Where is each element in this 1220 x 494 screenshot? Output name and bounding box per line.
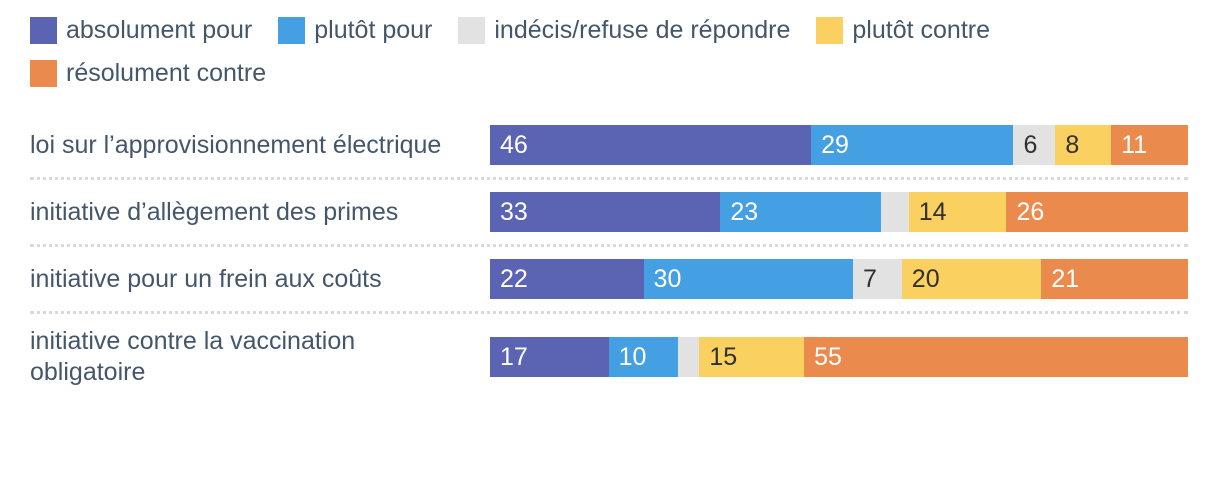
chart-row: initiative pour un frein aux coûts 22 30 7 2…	[30, 247, 1188, 314]
legend-item: indécis/refuse de répondre	[458, 16, 790, 44]
value-label: 33	[500, 197, 528, 226]
bar-segment: 21	[1041, 259, 1188, 299]
value-label: 17	[500, 342, 528, 371]
bar-segment	[880, 192, 909, 232]
bar-segment: 6	[1013, 125, 1056, 165]
value-label: 10	[618, 342, 647, 371]
chart-rows: loi sur l’approvisionnement électrique 46…	[30, 113, 1188, 400]
value-label: 30	[653, 264, 682, 293]
stacked-bar: 22 30 7 20 21	[490, 259, 1188, 299]
value-label: 6	[1023, 130, 1038, 159]
legend-label: plutôt pour	[314, 16, 433, 44]
value-label: 29	[821, 130, 849, 159]
legend-label: plutôt contre	[852, 16, 990, 44]
bar-segment: 10	[608, 337, 679, 377]
bar-segment: 11	[1111, 125, 1188, 165]
value-label: 14	[918, 197, 947, 226]
value-label: 23	[730, 197, 759, 226]
legend-label: absolument pour	[66, 16, 253, 44]
legend-item: résolument contre	[30, 59, 266, 87]
bar-segment: 15	[699, 337, 805, 377]
bar-segment: 7	[852, 259, 902, 299]
bar-segment: 8	[1055, 125, 1112, 165]
category-label: loi sur l’approvisionnement électrique	[30, 130, 442, 159]
value-label: 21	[1051, 264, 1080, 293]
value-label: 26	[1016, 197, 1045, 226]
legend-swatch-icon	[458, 16, 486, 44]
value-label: 55	[814, 342, 842, 371]
bar-segment: 14	[908, 192, 1007, 232]
bar-segment: 29	[811, 125, 1014, 165]
bar-segment: 23	[720, 192, 881, 232]
legend: absolument pour plutôt pour indécis/refuse…	[30, 16, 1188, 87]
category-label: initiative d’allègement des primes	[30, 197, 399, 226]
legend-item: absolument pour	[30, 16, 252, 44]
bar-segment: 17	[490, 337, 609, 377]
legend-swatch-icon	[30, 16, 57, 44]
bar-segment: 55	[804, 337, 1188, 377]
value-label: 11	[1121, 130, 1148, 159]
value-label: 8	[1065, 130, 1080, 159]
chart-row: initiative d’allègement des primes 33 23 14…	[30, 180, 1188, 247]
value-label: 46	[500, 130, 528, 159]
chart-row: initiative contre la vaccination obligat…	[30, 314, 1188, 400]
legend-item: plutôt pour	[278, 16, 432, 44]
stacked-bar: 46 29 6 8 11	[490, 125, 1188, 165]
stacked-bar: 17 10 15 55	[490, 337, 1188, 377]
legend-label: résolument contre	[66, 59, 267, 87]
bar-segment: 33	[490, 192, 721, 232]
bar-segment	[678, 337, 700, 377]
legend-label: indécis/refuse de répondre	[494, 16, 791, 44]
bar-segment: 26	[1006, 192, 1188, 232]
bar-segment: 22	[490, 259, 644, 299]
value-label: 20	[911, 264, 940, 293]
legend-swatch-icon	[816, 16, 844, 44]
category-label: initiative pour un frein aux coûts	[30, 264, 382, 293]
stacked-bar: 33 23 14 26	[490, 192, 1188, 232]
chart-row: loi sur l’approvisionnement électrique 46…	[30, 113, 1188, 180]
value-label: 22	[500, 264, 528, 293]
bar-segment: 30	[643, 259, 853, 299]
bar-segment: 46	[490, 125, 812, 165]
legend-swatch-icon	[278, 16, 306, 44]
legend-item: plutôt contre	[816, 16, 990, 44]
bar-segment: 20	[901, 259, 1042, 299]
legend-swatch-icon	[30, 59, 57, 87]
value-label: 15	[709, 342, 738, 371]
category-label: initiative contre la vaccination obligat…	[30, 327, 356, 386]
value-label: 7	[862, 264, 877, 293]
